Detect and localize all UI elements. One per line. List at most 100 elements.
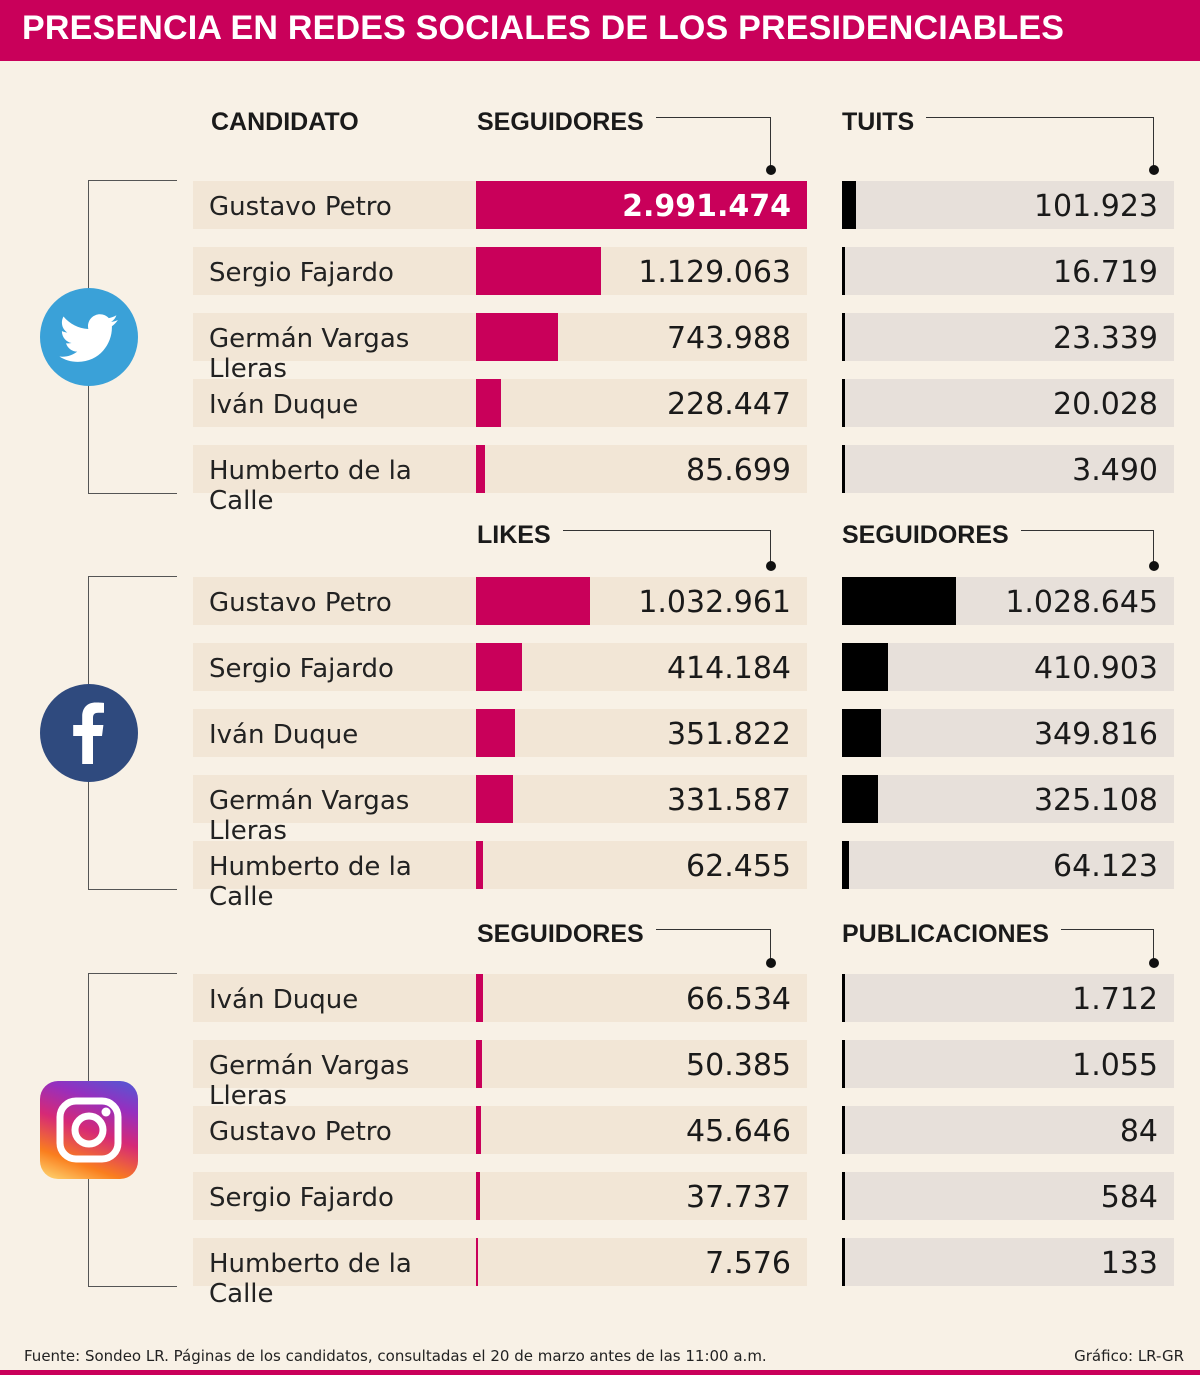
twitter-right-bar <box>842 313 845 361</box>
instagram-left-bar <box>476 1238 478 1286</box>
twitter-left-bar <box>476 445 485 493</box>
instagram-left-cell: 66.534 <box>476 974 807 1022</box>
facebook-left-bar <box>476 643 522 691</box>
instagram-right-value: 1.055 <box>1072 1048 1158 1083</box>
facebook-left-bar <box>476 709 515 757</box>
candidate-name: Gustavo Petro <box>209 588 392 618</box>
candidate-row: Iván Duque <box>193 974 476 1022</box>
candidate-name: Sergio Fajardo <box>209 654 394 684</box>
candidate-row: Humberto de la Calle <box>193 1238 476 1309</box>
candidate-row: Germán Vargas Lleras <box>193 775 476 846</box>
twitter-leader-dot <box>1149 165 1159 175</box>
instagram-right-value: 133 <box>1100 1246 1158 1281</box>
facebook-leader-line <box>563 530 770 531</box>
instagram-left-bar <box>476 1172 480 1220</box>
twitter-left-bar <box>476 181 807 229</box>
facebook-left-bar <box>476 841 483 889</box>
candidate-name: Gustavo Petro <box>209 1117 392 1147</box>
facebook-right-value: 1.028.645 <box>1005 585 1158 620</box>
facebook-icon <box>40 684 138 782</box>
candidate-name: Iván Duque <box>209 390 359 420</box>
facebook-right-cell: 64.123 <box>842 841 1174 889</box>
facebook-left-cell: 1.032.961 <box>476 577 807 625</box>
twitter-right-value: 20.028 <box>1053 387 1158 422</box>
twitter-right-value: 16.719 <box>1053 255 1158 290</box>
facebook-leader-line <box>1021 530 1153 531</box>
facebook-right-bar <box>842 775 878 823</box>
candidate-name: Germán Vargas Lleras <box>209 1051 410 1111</box>
instagram-left-bar <box>476 1106 481 1154</box>
footer-rule <box>0 1370 1200 1375</box>
candidate-row: Germán Vargas Lleras <box>193 313 476 384</box>
twitter-right-bar <box>842 181 856 229</box>
twitter-right-value: 23.339 <box>1053 321 1158 356</box>
facebook-leader-dot <box>1149 561 1159 571</box>
candidate-row: Sergio Fajardo <box>193 1172 476 1220</box>
instagram-left-cell: 7.576 <box>476 1238 807 1286</box>
facebook-leader-dot <box>766 561 776 571</box>
twitter-left-cell: 1.129.063 <box>476 247 807 295</box>
instagram-leader-line <box>1061 929 1153 930</box>
instagram-right-cell: 584 <box>842 1172 1174 1220</box>
instagram-leader-drop <box>770 929 771 962</box>
twitter-left-bar <box>476 313 558 361</box>
candidate-name: Humberto de la Calle <box>209 456 412 516</box>
facebook-right-value: 64.123 <box>1053 849 1158 884</box>
candidate-row: Gustavo Petro <box>193 181 476 229</box>
candidate-row: Humberto de la Calle <box>193 841 476 912</box>
instagram-icon <box>40 1081 138 1179</box>
instagram-left-value: 37.737 <box>686 1180 791 1215</box>
twitter-right-bar <box>842 247 845 295</box>
candidate-name: Iván Duque <box>209 985 359 1015</box>
twitter-right-cell: 101.923 <box>842 181 1174 229</box>
candidate-name: Humberto de la Calle <box>209 852 412 912</box>
facebook-left-cell: 331.587 <box>476 775 807 823</box>
instagram-left-bar <box>476 1040 482 1088</box>
candidate-name: Humberto de la Calle <box>209 1249 412 1309</box>
twitter-leader-line <box>656 117 770 118</box>
instagram-right-value: 84 <box>1119 1114 1158 1149</box>
instagram-right-metric-header: PUBLICACIONES <box>842 920 1049 948</box>
twitter-left-metric-header: SEGUIDORES <box>477 108 644 136</box>
twitter-left-value: 743.988 <box>666 321 791 356</box>
facebook-left-value: 1.032.961 <box>638 585 791 620</box>
candidate-name: Sergio Fajardo <box>209 258 394 288</box>
facebook-right-value: 349.816 <box>1033 717 1158 752</box>
instagram-right-cell: 133 <box>842 1238 1174 1286</box>
instagram-right-value: 584 <box>1100 1180 1158 1215</box>
candidate-row: Gustavo Petro <box>193 1106 476 1154</box>
instagram-left-value: 7.576 <box>705 1246 791 1281</box>
instagram-leader-dot <box>1149 958 1159 968</box>
twitter-right-bar <box>842 445 845 493</box>
instagram-right-value: 1.712 <box>1072 982 1158 1017</box>
candidate-row: Iván Duque <box>193 709 476 757</box>
twitter-left-cell: 743.988 <box>476 313 807 361</box>
instagram-right-cell: 1.055 <box>842 1040 1174 1088</box>
twitter-left-value: 228.447 <box>666 387 791 422</box>
facebook-leader-drop <box>770 530 771 565</box>
facebook-right-cell: 410.903 <box>842 643 1174 691</box>
candidate-row: Gustavo Petro <box>193 577 476 625</box>
twitter-right-cell: 20.028 <box>842 379 1174 427</box>
twitter-right-metric-header: TUITS <box>842 108 915 136</box>
facebook-right-cell: 325.108 <box>842 775 1174 823</box>
instagram-left-cell: 45.646 <box>476 1106 807 1154</box>
title-bar: PRESENCIA EN REDES SOCIALES DE LOS PRESI… <box>0 0 1200 61</box>
twitter-left-value: 1.129.063 <box>638 255 791 290</box>
instagram-left-cell: 50.385 <box>476 1040 807 1088</box>
instagram-right-bar <box>842 1172 845 1220</box>
twitter-right-bar <box>842 379 845 427</box>
instagram-leader-dot <box>766 958 776 968</box>
facebook-right-bar <box>842 643 888 691</box>
twitter-leader-drop <box>770 117 771 169</box>
candidate-name: Sergio Fajardo <box>209 1183 394 1213</box>
facebook-right-bar <box>842 709 881 757</box>
instagram-right-bar <box>842 974 845 1022</box>
source-note: Fuente: Sondeo LR. Páginas de los candid… <box>24 1347 767 1365</box>
instagram-left-value: 45.646 <box>686 1114 791 1149</box>
candidate-row: Germán Vargas Lleras <box>193 1040 476 1111</box>
facebook-right-bar <box>842 841 849 889</box>
instagram-leader-drop <box>1153 929 1154 962</box>
twitter-left-cell: 85.699 <box>476 445 807 493</box>
facebook-right-bar <box>842 577 956 625</box>
